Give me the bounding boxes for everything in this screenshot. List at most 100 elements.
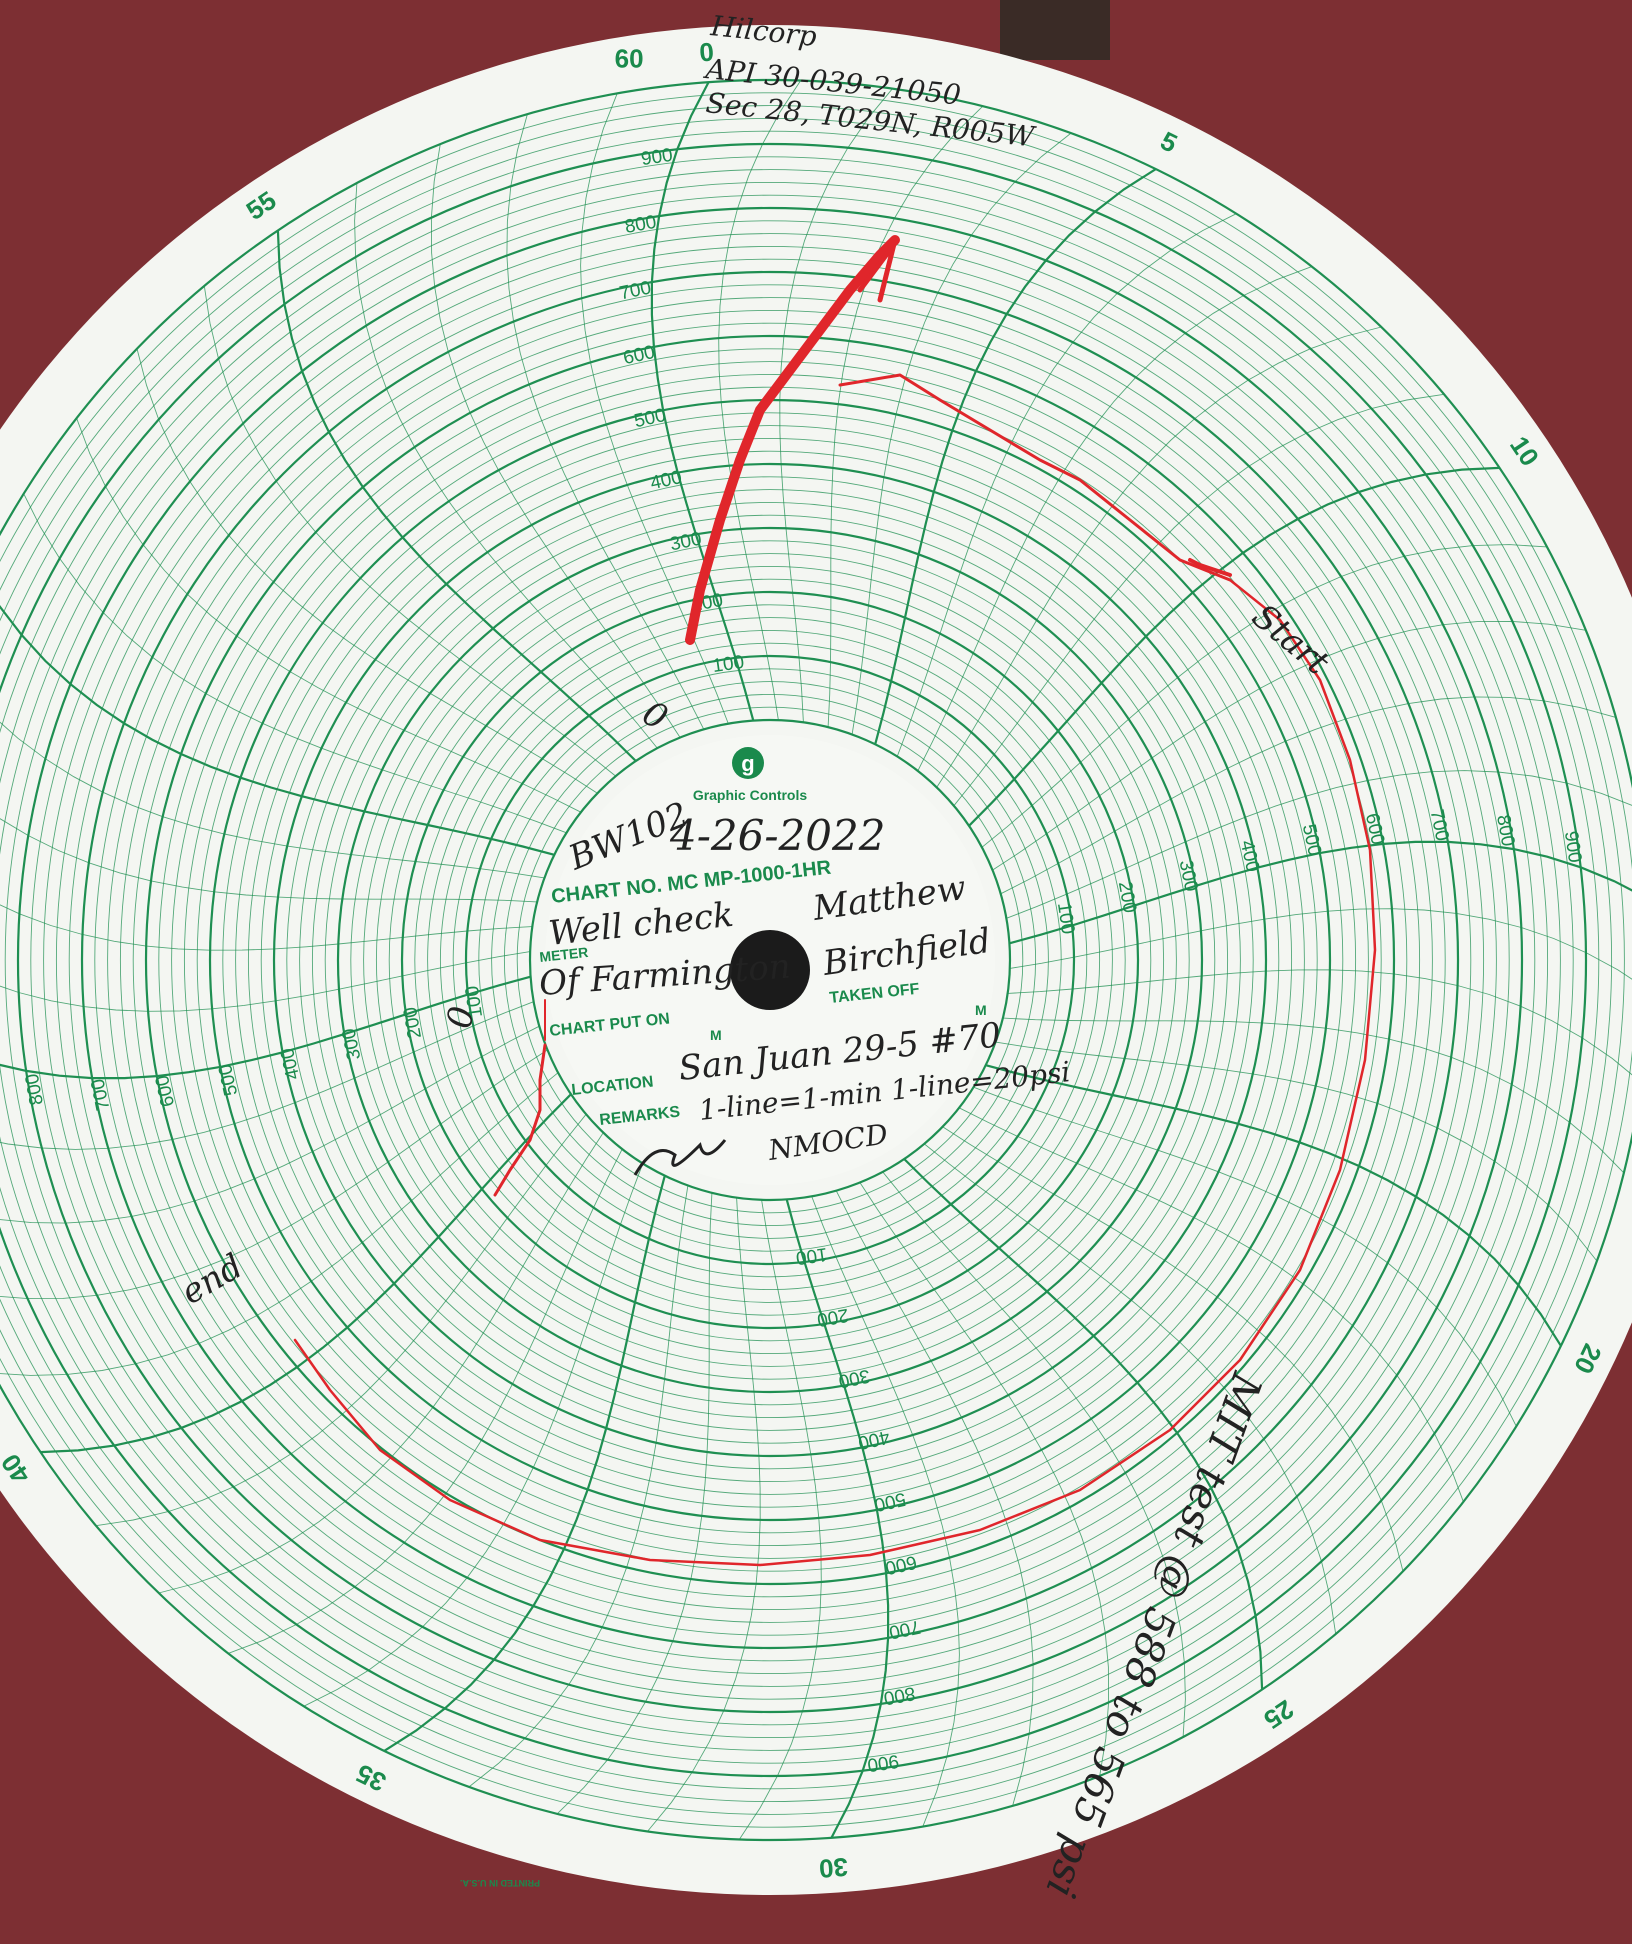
time-arc (203, 285, 616, 777)
time-arc (647, 1197, 761, 1832)
printed-in-label: PRINTED IN U.S.A. (460, 1878, 540, 1888)
brand-logo: g (741, 751, 754, 776)
pressure-ring (222, 412, 1318, 1508)
time-arc (958, 1107, 1464, 1502)
time-arc (1007, 969, 1632, 1076)
time-arc (924, 1143, 1337, 1635)
pressure-ring-major (16, 206, 1524, 1714)
pressure-ring-major (336, 526, 1204, 1394)
time-arc (1006, 770, 1632, 919)
pressure-ring (503, 693, 1037, 1227)
pressure-ring (235, 425, 1305, 1495)
time-arc (942, 1126, 1404, 1572)
time-arc (354, 182, 658, 749)
pressure-ring (183, 373, 1357, 1547)
time-arc (1000, 696, 1617, 895)
pressure-ring (4, 194, 1536, 1726)
time-arc (738, 1199, 822, 1840)
pressure-ring (132, 322, 1408, 1598)
pressure-ring-major (528, 718, 1012, 1202)
pressure-ring-major (144, 334, 1396, 1586)
pressure-ring-major (464, 654, 1076, 1266)
pressure-ring (55, 245, 1485, 1675)
time-arc-major (1009, 840, 1632, 945)
time-arc (303, 1163, 644, 1707)
time-arc-major (785, 1199, 890, 1839)
minute-label-60: 60 (615, 44, 644, 74)
time-arc (917, 266, 1312, 772)
time-arc (0, 818, 538, 903)
time-arc-major (40, 1093, 572, 1454)
pressure-ring (68, 258, 1472, 1662)
pressure-ring (299, 489, 1241, 1431)
pressure-ring (0, 156, 1574, 1764)
pressure-scale-label: 900 (866, 1750, 900, 1775)
time-arc (811, 1196, 960, 1827)
time-arc (718, 80, 802, 721)
time-arc (430, 144, 681, 738)
pressure-ring (0, 169, 1561, 1751)
time-arc-major (903, 1158, 1264, 1690)
time-arc (136, 348, 598, 794)
pressure-ring (119, 309, 1421, 1611)
pressure-ring (260, 450, 1280, 1470)
pressure-ring (324, 514, 1216, 1406)
time-arc (0, 1025, 540, 1224)
time-arc (556, 1192, 713, 1815)
signature (633, 1139, 727, 1176)
time-arc (76, 418, 582, 813)
pressure-scale-label: 900 (640, 145, 674, 170)
put-on-m-label: M (710, 1027, 722, 1043)
minute-label: 30 (818, 1852, 849, 1884)
pressure-ring (491, 681, 1049, 1239)
pressure-ring (196, 386, 1344, 1534)
time-arc (580, 93, 729, 724)
pressure-ring (311, 501, 1229, 1419)
taken-off-m-label: M (975, 1002, 987, 1018)
pressure-ring (0, 118, 1612, 1802)
time-arc (0, 904, 533, 951)
time-arc-major (985, 1064, 1562, 1347)
pressure-scale-label: 900 (1560, 830, 1585, 864)
pressure-ring (171, 361, 1369, 1559)
pressure-ring (247, 437, 1293, 1483)
time-arc (0, 721, 545, 879)
time-arc (859, 1182, 1110, 1776)
pressure-scale-label: 100 (462, 985, 487, 1019)
minute-label: 0 (698, 37, 715, 68)
pressure-ring (158, 348, 1382, 1572)
pressure-scale-label: 100 (795, 1243, 829, 1268)
pressure-ring (30, 220, 1510, 1700)
time-arc (981, 544, 1548, 848)
time-arc (1009, 908, 1632, 980)
brand-name: Graphic Controls (693, 787, 808, 803)
time-arc (1002, 1017, 1625, 1174)
brand-logo-icon (732, 747, 764, 779)
time-arc (468, 1185, 689, 1788)
time-arc (835, 1190, 1034, 1807)
spindle-hole (730, 930, 810, 1010)
pressure-ring (427, 617, 1113, 1303)
pressure-ring (0, 105, 1625, 1815)
binder-clip (1000, 0, 1110, 60)
pressure-ring (439, 629, 1101, 1291)
pressure-ring-major (0, 143, 1587, 1777)
meter-label: METER (539, 944, 589, 965)
pressure-ring-major (400, 590, 1140, 1330)
pressure-scale-label: 100 (711, 652, 745, 677)
time-arc (158, 1132, 604, 1594)
time-arc (995, 1041, 1598, 1262)
pressure-ring (286, 476, 1254, 1444)
time-arc (0, 1072, 559, 1376)
time-arc-major (968, 466, 1500, 827)
pressure-ring-major (272, 462, 1268, 1458)
pressure-ring (0, 182, 1548, 1738)
pressure-ring (375, 565, 1165, 1355)
time-arc-major (650, 81, 755, 721)
time-arc (851, 132, 1072, 735)
pressure-ring (452, 642, 1088, 1278)
pressure-ring (516, 706, 1024, 1214)
time-arc (506, 113, 705, 730)
time-arc-major (0, 975, 531, 1080)
